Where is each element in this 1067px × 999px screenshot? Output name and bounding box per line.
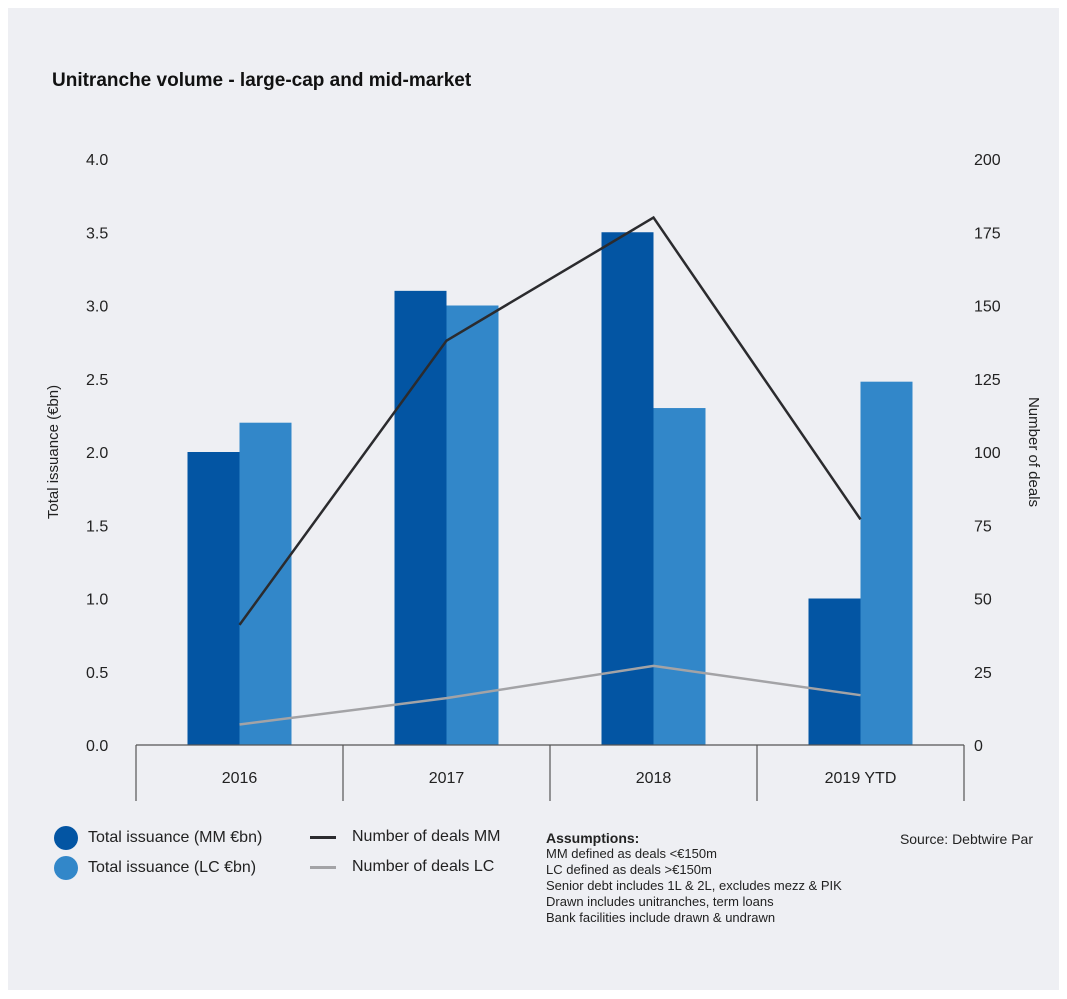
right-tick-label: 25 — [974, 665, 992, 682]
bar — [187, 452, 240, 745]
assumptions-block: Assumptions: MM defined as deals <€150m … — [546, 830, 842, 926]
source-note: Source: Debtwire Par — [899, 831, 1033, 847]
legend-swatch-lc-issuance — [54, 856, 78, 880]
bar — [601, 232, 654, 745]
assumption-line: MM defined as deals <€150m — [546, 846, 717, 861]
right-tick-label: 0 — [974, 738, 983, 755]
series-lines — [238, 215, 862, 726]
left-tick-label: 1.0 — [86, 592, 108, 609]
right-tick-label: 150 — [974, 299, 1001, 316]
bar — [394, 290, 447, 745]
series-line — [239, 664, 861, 726]
right-tick-label: 50 — [974, 592, 992, 609]
legend-swatch-lc-deals — [310, 865, 336, 869]
bar — [446, 305, 499, 745]
left-tick-label: 0.0 — [86, 738, 108, 755]
x-tick-label: 2017 — [429, 770, 465, 787]
bar — [860, 381, 913, 745]
right-axis-ticks: 0 25 50 75 100 125 150 175 200 — [974, 152, 1001, 755]
assumption-line: Drawn includes unitranches, term loans — [546, 894, 774, 909]
left-axis-label: Total issuance (€bn) — [45, 385, 62, 519]
right-tick-label: 75 — [974, 518, 992, 535]
left-axis-ticks: 0.0 0.5 1.0 1.5 2.0 2.5 3.0 3.5 4.0 — [86, 152, 108, 755]
left-tick-label: 2.0 — [86, 445, 108, 462]
bars — [187, 232, 913, 745]
right-tick-label: 125 — [974, 372, 1001, 389]
right-tick-label: 175 — [974, 225, 1001, 242]
x-tick-label: 2016 — [222, 770, 258, 787]
legend-item-lc-deals: Number of deals LC — [310, 858, 494, 876]
left-tick-label: 4.0 — [86, 152, 108, 169]
chart-plot: 0.0 0.5 1.0 1.5 2.0 2.5 3.0 3.5 4.0 0 25 50 75 100 12… — [45, 152, 1042, 801]
legend-label-lc-issuance: Total issuance (LC €bn) — [88, 859, 257, 876]
assumption-line: LC defined as deals >€150m — [546, 862, 712, 877]
legend-label-mm-issuance: Total issuance (MM €bn) — [88, 829, 263, 846]
chart-title: Unitranche volume - large-cap and mid-ma… — [52, 70, 472, 91]
bar — [239, 422, 292, 745]
legend-swatch-mm-deals — [310, 835, 336, 839]
left-tick-label: 3.0 — [86, 299, 108, 316]
left-tick-label: 3.5 — [86, 225, 108, 242]
assumptions-heading: Assumptions: — [546, 830, 640, 846]
series-line — [238, 215, 862, 626]
x-tick-label: 2018 — [636, 770, 672, 787]
legend-item-lc-issuance: Total issuance (LC €bn) — [54, 856, 256, 880]
assumption-line: Senior debt includes 1L & 2L, excludes m… — [546, 878, 842, 893]
right-axis-label: Number of deals — [1025, 397, 1042, 507]
assumption-line: Bank facilities include drawn & undrawn — [546, 910, 776, 925]
legend-item-mm-issuance: Total issuance (MM €bn) — [54, 826, 262, 850]
bar — [653, 408, 706, 745]
bar — [808, 598, 861, 745]
legend-swatch-mm-issuance — [54, 826, 78, 850]
left-tick-label: 0.5 — [86, 665, 108, 682]
right-tick-label: 100 — [974, 445, 1001, 462]
legend-label-lc-deals: Number of deals LC — [352, 858, 495, 875]
legend-item-mm-deals: Number of deals MM — [310, 828, 501, 846]
legend-label-mm-deals: Number of deals MM — [352, 828, 501, 845]
left-tick-label: 2.5 — [86, 372, 108, 389]
chart-panel: Unitranche volume - large-cap and mid-ma… — [8, 8, 1059, 990]
x-axis: 2016 2017 2018 2019 YTD — [135, 744, 965, 801]
right-tick-label: 200 — [974, 152, 1001, 169]
x-tick-label: 2019 YTD — [825, 770, 897, 787]
left-tick-label: 1.5 — [86, 518, 108, 535]
